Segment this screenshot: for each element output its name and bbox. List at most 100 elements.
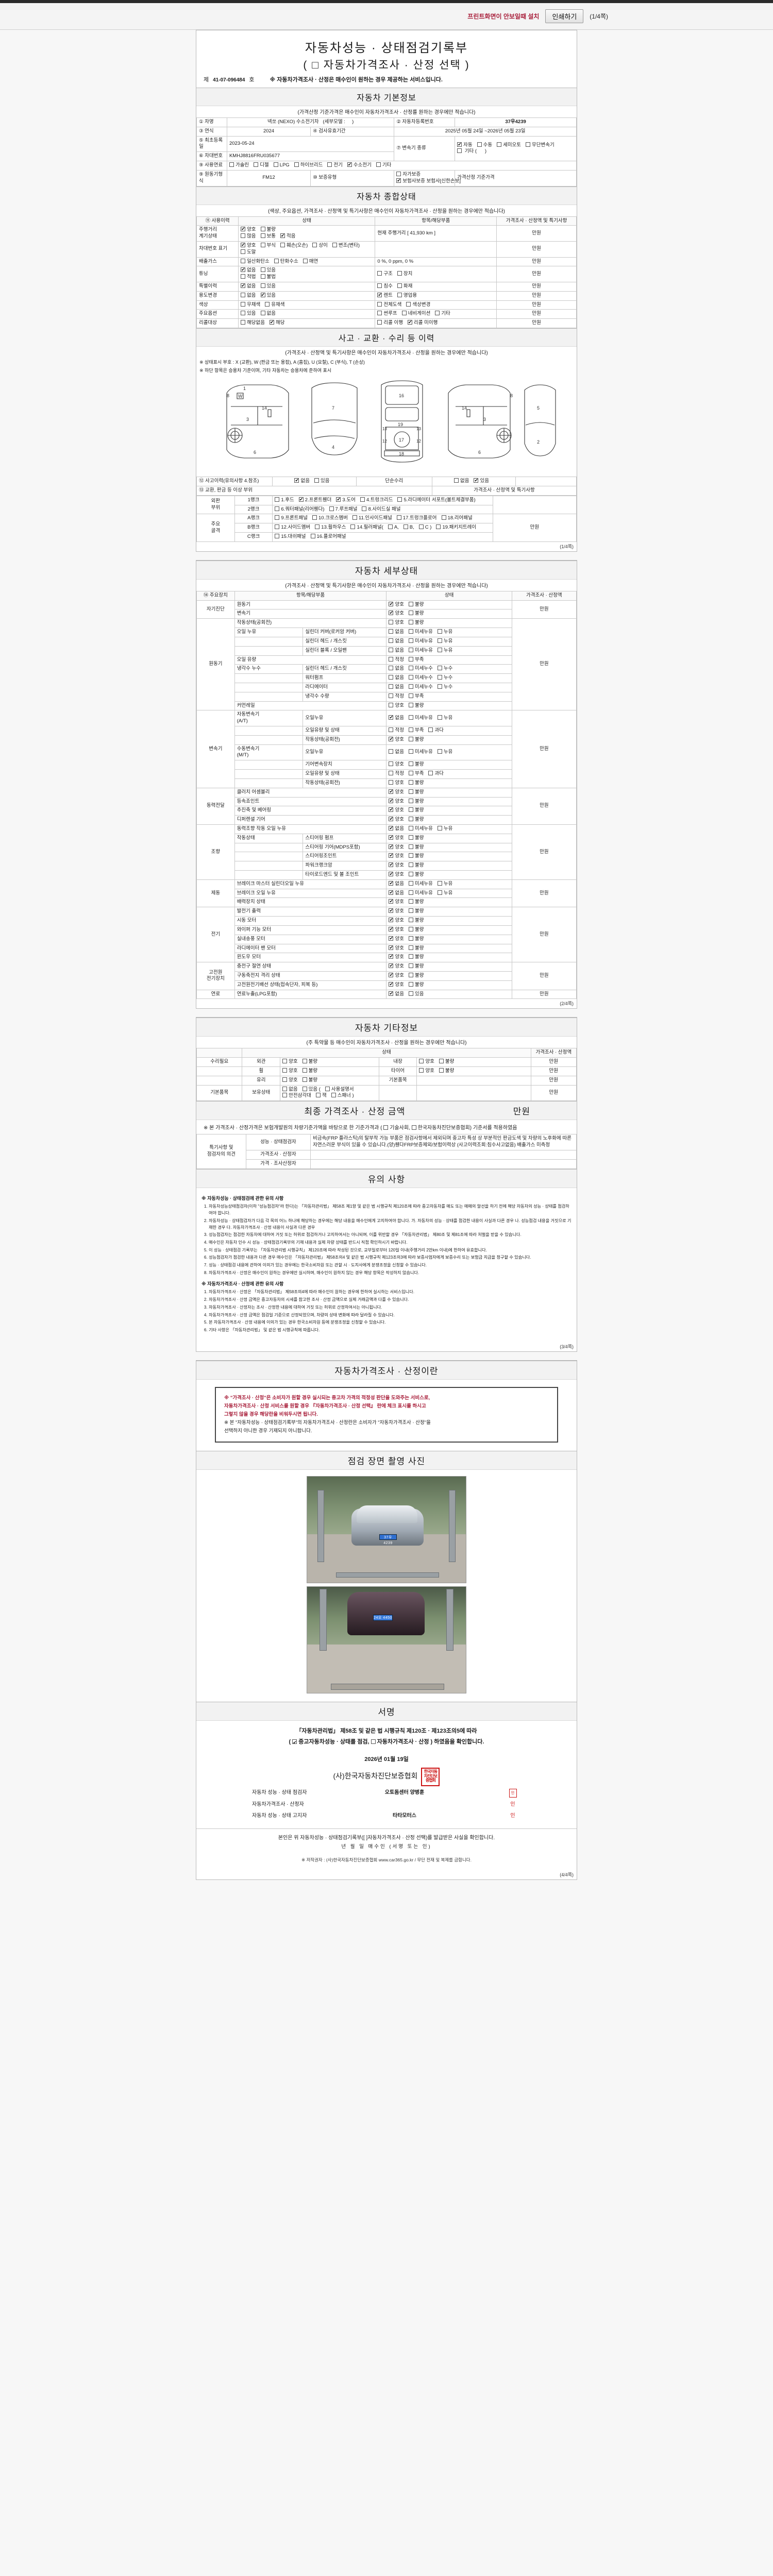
detail-state-6-0[interactable]: 양호 불량 (386, 907, 512, 917)
checkbox-detail-4-4-1[interactable] (408, 862, 413, 868)
checkbox-overall-5-s1-1[interactable] (260, 292, 265, 298)
checkbox-detail-1-1-0[interactable] (389, 629, 394, 634)
overall-7-i-1[interactable]: 네비게이션 (401, 311, 430, 317)
checkbox-detail-0-1-0[interactable] (389, 609, 394, 616)
checkbox-detail-2-2-1[interactable] (408, 736, 413, 741)
transmission-other[interactable]: 기타 ( ) (457, 148, 574, 155)
overall-3-s2-1[interactable]: 불법 (260, 274, 276, 281)
detail-state-1-7[interactable]: 없음 미세누수 누수 (386, 682, 512, 692)
checkbox-detail-5-0-1[interactable] (408, 880, 413, 886)
detail-state-2-0[interactable]: 없음 미세누유 누유 (386, 710, 512, 727)
detail-state-2-1[interactable]: 적정 부족 과다 (386, 726, 512, 736)
detail-state-0-0[interactable]: 양호 불량 (386, 600, 512, 610)
detail-1-5-2[interactable]: 누수 (437, 666, 452, 672)
fuel-opt-4[interactable]: 전기 (327, 162, 343, 169)
parts-items-1-1[interactable]: 12.사이드멤버 13.휠하우스 14.필러패널(A, B, C ) 19.패키지트레이 (272, 523, 493, 533)
detail-7-0-1[interactable]: 불량 (408, 963, 424, 970)
checkbox-detail-1-8-1[interactable] (408, 693, 413, 698)
detail-6-3-0[interactable]: 양호 (389, 935, 404, 943)
detail-4-1-1[interactable]: 불량 (408, 835, 424, 842)
checkbox-detail-3-3-0[interactable] (389, 816, 394, 822)
parts-items-1-2[interactable]: 15.대쉬패널 16.플로어패널 (272, 532, 493, 542)
detail-1-8-0[interactable]: 적정 (389, 693, 404, 700)
checkbox-detail-5-0-2[interactable] (437, 880, 442, 886)
part-1-1-6[interactable]: 19.패키지트레이 (436, 524, 476, 531)
detail-6-2-1[interactable]: 불량 (408, 926, 424, 934)
checkbox-transmission-opt-0[interactable] (457, 141, 462, 147)
checkbox-detail-5-0-0[interactable] (389, 880, 394, 886)
overall-row-state-7[interactable]: 있음 없음 (238, 309, 376, 319)
checkbox-part-1-0-1[interactable] (312, 515, 317, 520)
detail-6-4-1[interactable]: 불량 (408, 945, 424, 952)
checkbox-detail-1-5-0[interactable] (389, 666, 394, 671)
checkbox-detail-3-1-1[interactable] (408, 798, 413, 803)
checkbox-overall-4-i-0[interactable] (377, 283, 382, 288)
overall-0-s2-1[interactable]: 보통 (260, 233, 276, 240)
part-0-1-0[interactable]: 6.쿼터패널(리어휀다) (275, 506, 325, 513)
overall-0-s1-0[interactable]: 양호 (241, 226, 256, 233)
checkbox-detail-2-3-0[interactable] (389, 749, 394, 754)
overall-3-i-0[interactable]: 구조 (377, 270, 393, 278)
detail-4-0-1[interactable]: 미세누유 (408, 825, 433, 833)
checkbox-detail-0-1-1[interactable] (408, 611, 413, 616)
checkbox-detail-6-1-0[interactable] (389, 917, 394, 923)
checkbox-part-0-0-4[interactable] (397, 497, 402, 502)
detail-state-2-5[interactable]: 적정 부족 과다 (386, 769, 512, 779)
overall-3-s2-0[interactable]: 적법 (241, 274, 256, 281)
warranty-opt-1[interactable]: 보험사보증 보험사[신한손보] (396, 177, 461, 185)
detail-1-6-1[interactable]: 미세누수 (408, 675, 433, 682)
checkbox-fuel-opt-5[interactable] (347, 161, 352, 167)
detail-4-5-1[interactable]: 불량 (408, 872, 424, 878)
fuel-opt-2[interactable]: LPG (273, 162, 290, 169)
detail-6-2-0[interactable]: 양호 (389, 926, 404, 934)
overall-row-item-7[interactable]: 썬루프 네비게이션 기타 (375, 309, 497, 319)
checkbox-detail-2-5-1[interactable] (408, 771, 413, 776)
checkbox-part-1-2-0[interactable] (275, 534, 280, 539)
detail-2-3-2[interactable]: 누유 (437, 749, 452, 756)
detail-6-1-1[interactable]: 불량 (408, 918, 424, 924)
detail-state-6-4[interactable]: 양호 불량 (386, 943, 512, 954)
detail-state-7-1[interactable]: 양호 불량 (386, 971, 512, 981)
checkbox-accident-hist-0[interactable] (294, 477, 299, 483)
part-0-0-0[interactable]: 1.후드 (275, 497, 294, 504)
detail-state-2-3[interactable]: 없음 미세누유 누유 (386, 744, 512, 761)
simple-repair-1[interactable]: 있음 (474, 477, 489, 485)
checkbox-part-0-0-2[interactable] (336, 496, 341, 502)
overall-1-s1-3[interactable]: 상이 (312, 242, 328, 249)
detail-2-6-1[interactable]: 불량 (408, 779, 424, 787)
detail-2-1-2[interactable]: 과다 (428, 727, 444, 734)
checkbox-overall-8-s1-0[interactable] (241, 320, 246, 325)
overall-row-item-0[interactable]: 현재 주행거리 [ 41,930 km ] (375, 225, 497, 242)
detail-4-0-2[interactable]: 누유 (437, 825, 452, 833)
checkbox-detail-4-3-1[interactable] (408, 853, 413, 858)
checkbox-overall-2-s1-2[interactable] (303, 258, 308, 263)
etc-opts2-2[interactable] (416, 1075, 531, 1086)
checkbox-etc-0-a-0[interactable] (282, 1059, 288, 1064)
detail-1-7-2[interactable]: 누수 (437, 684, 452, 691)
detail-5-1-0[interactable]: 없음 (389, 889, 404, 897)
overall-4-i-1[interactable]: 화재 (397, 283, 412, 290)
checkbox-detail-0-0-0[interactable] (389, 601, 394, 607)
detail-state-1-9[interactable]: 양호 불량 (386, 701, 512, 711)
detail-7-1-0[interactable]: 양호 (389, 972, 404, 979)
detail-1-1-0[interactable]: 없음 (389, 629, 404, 636)
checkbox-detail-6-1-1[interactable] (408, 918, 413, 923)
detail-state-3-3[interactable]: 양호 불량 (386, 815, 512, 825)
checkbox-detail-4-0-1[interactable] (408, 825, 413, 831)
detail-4-1-0[interactable]: 양호 (389, 834, 404, 842)
overall-6-i-1[interactable]: 색상변경 (406, 301, 430, 309)
detail-state-8-0[interactable]: 없음 있음 (386, 989, 512, 999)
detail-0-1-0[interactable]: 양호 (389, 609, 404, 617)
overall-2-s1-2[interactable]: 매연 (303, 258, 318, 265)
checkbox-detail-7-2-1[interactable] (408, 981, 413, 987)
detail-1-2-2[interactable]: 누유 (437, 638, 452, 645)
detail-6-0-1[interactable]: 불량 (408, 908, 424, 915)
checkbox-detail-8-0-0[interactable] (389, 990, 394, 996)
detail-7-1-1[interactable]: 불량 (408, 972, 424, 979)
part-1-1-0[interactable]: 12.사이드멤버 (275, 524, 310, 531)
overall-row-state-4[interactable]: 없음 있음 (238, 282, 376, 292)
detail-2-2-1[interactable]: 불량 (408, 736, 424, 743)
checkbox-overall-4-i-1[interactable] (397, 283, 402, 288)
checkbox-overall-0-s2-0[interactable] (241, 233, 246, 239)
overall-2-s1-1[interactable]: 탄화수소 (274, 258, 298, 265)
